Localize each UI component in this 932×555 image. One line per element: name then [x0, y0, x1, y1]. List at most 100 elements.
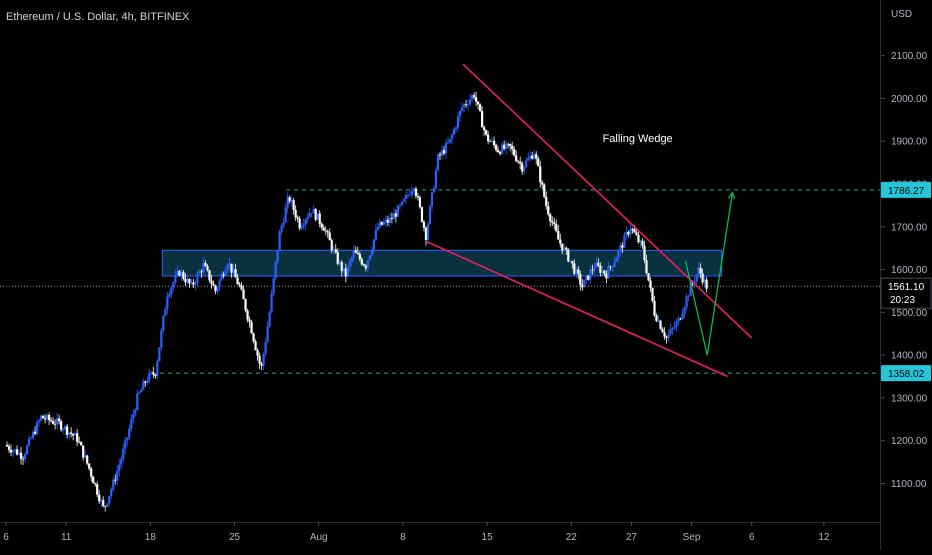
candle-body [268, 312, 271, 327]
candle-body [234, 269, 237, 278]
time-axis[interactable] [0, 522, 880, 550]
candle-body [142, 381, 145, 390]
x-tick-label: 18 [145, 532, 157, 543]
candle-body [122, 448, 125, 459]
candle-body [230, 263, 233, 273]
x-tick-label: 12 [818, 532, 830, 543]
candle-body [645, 260, 648, 274]
candle-body [426, 223, 430, 241]
candle-body [408, 194, 412, 196]
candle-body [388, 217, 391, 223]
candle-body [695, 274, 698, 282]
candle-body [649, 280, 652, 288]
candle-body [280, 225, 283, 232]
candle-body [685, 296, 688, 308]
candle-body [80, 442, 83, 446]
wedge-upper-line[interactable] [462, 63, 753, 339]
candle-body [102, 500, 105, 506]
candle-body [288, 197, 291, 202]
x-tick-label: Sep [683, 532, 701, 543]
candle-body [531, 155, 534, 159]
candle-body [663, 332, 666, 337]
candle-body [242, 289, 245, 300]
candle-body [218, 280, 221, 288]
candle-body [653, 300, 656, 316]
y-tick-label: 1500.00 [891, 308, 928, 319]
candle-body [442, 150, 446, 154]
candle-body [94, 483, 97, 485]
candle-body [33, 431, 37, 434]
candle-body [202, 262, 205, 273]
candle-body [186, 278, 189, 283]
candle-body [224, 270, 227, 276]
candle-body [480, 111, 484, 128]
candle-body [665, 336, 668, 338]
candle-body [306, 217, 309, 220]
candle-body [210, 280, 213, 284]
candle-body [106, 503, 109, 507]
candle-body [468, 99, 472, 105]
x-tick-label: 25 [229, 532, 241, 543]
candle-body [452, 129, 456, 135]
candle-body [573, 263, 576, 274]
candle-body [523, 166, 526, 172]
candle-body [440, 150, 444, 156]
candle-body [635, 232, 638, 235]
price-axis[interactable] [880, 0, 932, 550]
candle-body [450, 134, 454, 139]
candle-body [120, 458, 123, 465]
candle-body [543, 184, 546, 197]
candle-body [266, 326, 269, 343]
candle-body [460, 106, 464, 111]
candle-body [336, 252, 339, 264]
candle-body [292, 200, 295, 210]
candle-body [597, 262, 600, 266]
candle-body [214, 285, 217, 292]
projection-path[interactable] [684, 192, 734, 356]
candle-body [15, 449, 19, 455]
countdown-text: 20:23 [890, 295, 915, 306]
candle-body [162, 315, 165, 331]
candle-body [204, 262, 207, 267]
symbol-title: Ethereum / U.S. Dollar, 4h, BITFINEX [6, 11, 190, 23]
candle-body [236, 277, 239, 285]
candle-body [503, 144, 506, 149]
resistance-zone[interactable] [161, 249, 723, 277]
candle-body [198, 271, 201, 274]
candle-body [346, 266, 349, 277]
candle-body [58, 418, 61, 422]
candle-body [364, 265, 367, 269]
candle-body [314, 209, 317, 220]
candle-body [66, 426, 69, 435]
candle-body [541, 182, 544, 185]
level-badge-1786.27[interactable] [881, 181, 931, 198]
candle-body [170, 287, 173, 294]
candle-body [553, 222, 556, 225]
candle-body [603, 270, 606, 274]
candle-body [356, 252, 359, 255]
wedge-lower-line[interactable] [426, 241, 728, 378]
candle-body [64, 426, 67, 430]
candle-body [483, 127, 486, 131]
candle-body [557, 231, 560, 240]
candle-body [579, 274, 582, 285]
candle-body [402, 198, 406, 202]
candle-body [332, 249, 335, 251]
candle-body [551, 221, 554, 223]
candle-body [593, 267, 596, 271]
candle-body [208, 270, 211, 281]
candle-body [324, 230, 327, 232]
candle-body [74, 433, 77, 436]
candle-body [683, 307, 686, 314]
candle-body [17, 452, 21, 455]
candle-body [699, 267, 702, 274]
level-badge-1358.02[interactable] [881, 365, 931, 382]
candle-body [533, 154, 536, 159]
candle-body [386, 219, 389, 223]
candle-body [434, 170, 438, 189]
candle-body [274, 261, 277, 279]
current-price-badge[interactable] [880, 277, 932, 309]
candle-body [206, 266, 209, 271]
